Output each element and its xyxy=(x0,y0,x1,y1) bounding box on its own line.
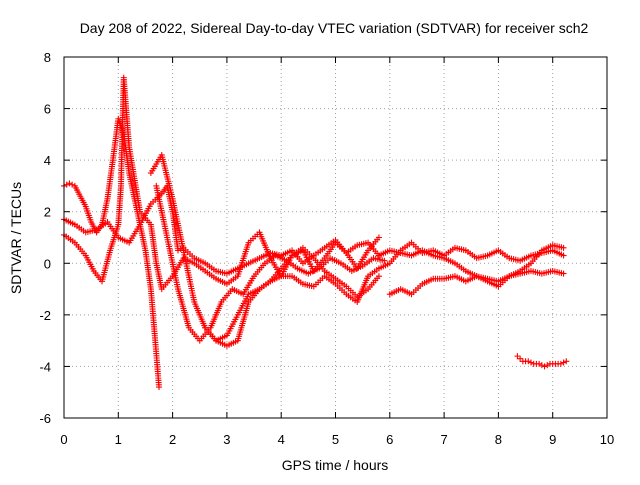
data-point xyxy=(560,270,567,277)
data-point xyxy=(69,181,76,188)
series-track-1 xyxy=(61,115,163,391)
plot-frame xyxy=(63,56,608,419)
x-tick-label: 0 xyxy=(60,432,67,447)
series-track-4 xyxy=(147,151,567,349)
data-point xyxy=(541,363,548,370)
x-tick-label: 3 xyxy=(223,432,230,447)
y-tick-label: 2 xyxy=(44,205,51,220)
y-tick-label: -4 xyxy=(39,359,51,374)
y-axis-label: SDTVAR / TECUs xyxy=(8,182,24,294)
y-tick-label: -6 xyxy=(39,411,51,426)
x-tick-label: 6 xyxy=(386,432,393,447)
series-track-7 xyxy=(386,268,567,298)
x-tick-label: 7 xyxy=(440,432,447,447)
data-point xyxy=(66,180,73,187)
data-point xyxy=(557,360,564,367)
x-tick-label: 5 xyxy=(332,432,339,447)
data-point xyxy=(175,247,182,254)
data-point xyxy=(63,181,70,188)
y-tick-label: 6 xyxy=(44,102,51,117)
x-tick-label: 10 xyxy=(600,432,614,447)
data-point xyxy=(517,355,524,362)
data-point xyxy=(514,353,521,360)
x-tick-label: 2 xyxy=(169,432,176,447)
data-marks xyxy=(61,74,570,391)
y-tick-label: 8 xyxy=(44,50,51,65)
x-tick-label: 8 xyxy=(495,432,502,447)
y-tick-label: 4 xyxy=(44,153,51,168)
data-point xyxy=(538,362,545,369)
data-point xyxy=(560,252,567,259)
data-point xyxy=(544,362,551,369)
y-tick-label: 0 xyxy=(44,256,51,271)
x-axis-label: GPS time / hours xyxy=(282,457,389,473)
data-point xyxy=(156,384,163,391)
chart-title: Day 208 of 2022, Sidereal Day-to-day VTE… xyxy=(80,20,589,36)
data-point xyxy=(563,358,570,365)
data-point xyxy=(536,360,543,367)
data-point xyxy=(527,359,534,366)
series-track-8 xyxy=(514,353,570,370)
x-tick-label: 1 xyxy=(115,432,122,447)
data-point xyxy=(525,358,532,365)
series-track-6 xyxy=(202,244,382,344)
x-tick-label: 4 xyxy=(278,432,285,447)
data-point xyxy=(381,257,388,264)
data-point xyxy=(375,273,382,280)
y-tick-label: -2 xyxy=(39,308,51,323)
data-point xyxy=(560,359,567,366)
x-tick-label: 9 xyxy=(549,432,556,447)
data-point xyxy=(375,234,382,241)
data-point xyxy=(560,244,567,251)
